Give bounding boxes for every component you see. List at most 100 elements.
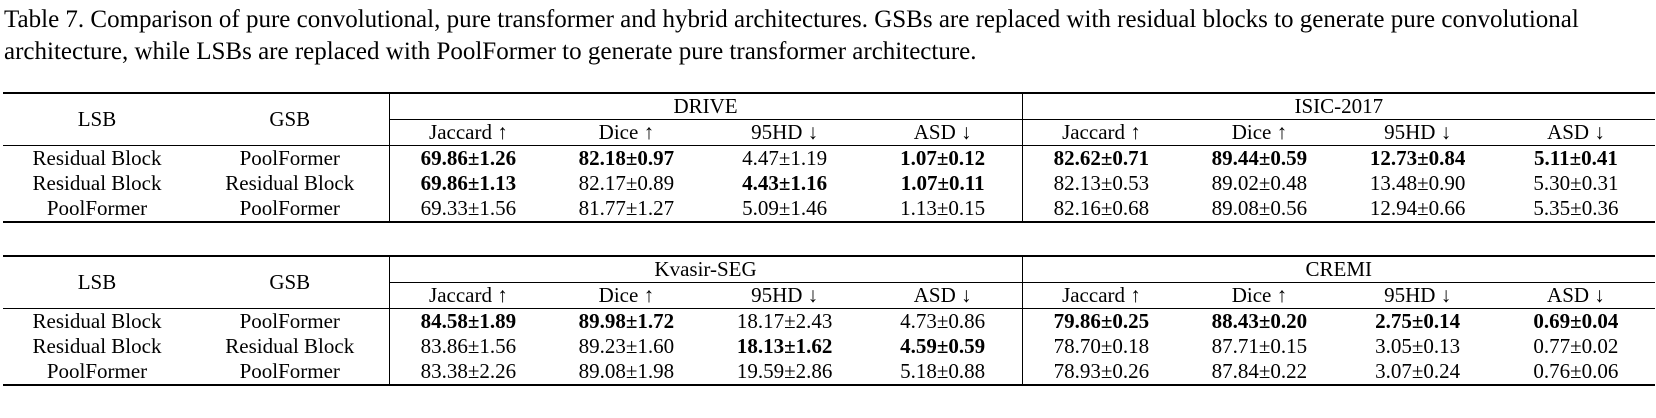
value-text: 19.59±2.86 <box>736 359 833 383</box>
value-text: 89.44±0.59 <box>1211 146 1308 170</box>
metric-header: 95HD ↓ <box>705 119 864 146</box>
data-row: Residual Block Residual Block 69.86±1.13 82… <box>3 171 1655 196</box>
page: Table 7. Comparison of pure convolutiona… <box>3 6 1656 386</box>
value-cell: 89.08±0.56 <box>1180 196 1339 223</box>
value-cell: 81.77±1.27 <box>547 196 706 223</box>
value-text: 18.17±2.43 <box>736 309 833 333</box>
value-cell: 87.71±0.15 <box>1180 334 1338 359</box>
value-text: 1.07±0.12 <box>900 146 986 170</box>
caption: Table 7. Comparison of pure convolutiona… <box>4 6 1579 65</box>
metric-header: Jaccard ↑ <box>388 119 548 146</box>
gsb-cell: PoolFormer <box>239 146 340 170</box>
value-text: 87.84±0.22 <box>1211 359 1308 383</box>
value-text: 4.73±0.86 <box>900 309 986 333</box>
value-text: 81.77±1.27 <box>578 196 675 220</box>
column-header: LSB <box>3 92 191 146</box>
value-text: 13.48±0.90 <box>1369 171 1466 195</box>
table-body: Residual Block PoolFormer 69.86±1.26 82.18±… <box>3 145 1656 223</box>
value-text: 89.23±1.60 <box>578 334 675 358</box>
metric-header: ASD ↓ <box>1496 119 1656 146</box>
group-header: Kvasir-SEG <box>388 255 1023 283</box>
value-cell: 88.43±0.20 <box>1180 309 1338 335</box>
value-cell: 5.18±0.88 <box>863 359 1023 386</box>
value-text: 89.08±0.56 <box>1211 196 1308 220</box>
value-cell: 69.86±1.13 <box>388 171 548 196</box>
value-cell: 1.07±0.11 <box>864 171 1022 196</box>
metric-header: Dice ↑ <box>1180 119 1339 146</box>
value-text: 1.07±0.11 <box>900 171 985 195</box>
value-cell: 79.86±0.25 <box>1021 308 1181 334</box>
lsb-cell: Residual Block <box>32 334 162 358</box>
group-row: LSB GSB Kvasir-SEG CREMI <box>3 255 1656 309</box>
value-text: 2.75±0.14 <box>1375 309 1461 333</box>
value-text: 5.30±0.31 <box>1533 171 1619 195</box>
value-cell: 5.11±0.41 <box>1497 146 1655 172</box>
value-text: 5.09±1.46 <box>742 196 828 220</box>
value-cell: 82.17±0.89 <box>547 171 705 196</box>
value-cell: 1.07±0.12 <box>864 146 1022 172</box>
value-cell: 18.17±2.43 <box>706 309 864 335</box>
metric-header: Jaccard ↑ <box>1021 282 1181 309</box>
value-cell: 89.23±1.60 <box>547 334 705 359</box>
value-text: 69.86±1.26 <box>420 146 517 170</box>
gsb-cell: Residual Block <box>225 334 355 358</box>
metric-row: Jaccard ↑ Dice ↑ 95HD ↓ ASD ↓ Jaccard ↑ Dice … <box>3 282 1656 309</box>
value-cell: 78.70±0.18 <box>1021 334 1181 359</box>
value-cell: 89.02±0.48 <box>1180 171 1338 196</box>
value-text: 5.11±0.41 <box>1534 146 1618 170</box>
value-cell: 2.75±0.14 <box>1339 309 1497 335</box>
group-row: LSB GSB DRIVE ISIC-2017 <box>3 92 1656 146</box>
value-text: 82.62±0.71 <box>1053 146 1150 170</box>
value-cell: 89.98±1.72 <box>547 309 705 335</box>
group-header: CREMI <box>1021 255 1656 283</box>
table-head: LSB GSB DRIVE ISIC-2017 Jaccard ↑ Dice ↑ 95HD … <box>3 92 1656 146</box>
results-table: LSB GSB Kvasir-SEG CREMI Jaccard ↑ Dice ↑ 95HD… <box>3 255 1656 386</box>
data-row: Residual Block Residual Block 83.86±1.56 89… <box>3 334 1655 359</box>
metric-header: 95HD ↓ <box>705 282 864 309</box>
value-text: 82.16±0.68 <box>1053 196 1150 220</box>
metric-header: ASD ↓ <box>1496 282 1656 309</box>
value-text: 0.77±0.02 <box>1533 334 1619 358</box>
value-cell: 12.94±0.66 <box>1338 196 1497 223</box>
value-text: 83.86±1.56 <box>420 334 517 358</box>
value-text: 12.73±0.84 <box>1369 146 1466 170</box>
value-cell: 3.07±0.24 <box>1338 359 1497 386</box>
value-cell: 4.59±0.59 <box>864 334 1022 359</box>
value-cell: 83.38±2.26 <box>388 359 548 386</box>
value-text: 89.02±0.48 <box>1211 171 1308 195</box>
value-cell: 82.18±0.97 <box>547 146 705 172</box>
value-text: 0.76±0.06 <box>1533 359 1619 383</box>
value-text: 4.43±1.16 <box>742 171 828 195</box>
value-text: 4.47±1.19 <box>742 146 828 170</box>
value-cell: 82.13±0.53 <box>1021 171 1181 196</box>
value-text: 89.08±1.98 <box>578 359 675 383</box>
metric-header: 95HD ↓ <box>1338 282 1497 309</box>
value-cell: 4.47±1.19 <box>706 146 864 172</box>
data-row: Residual Block PoolFormer 84.58±1.89 89.98±… <box>3 308 1655 335</box>
value-text: 78.93±0.26 <box>1053 359 1150 383</box>
metric-header: Dice ↑ <box>547 119 706 146</box>
value-cell: 3.05±0.13 <box>1339 334 1497 359</box>
value-cell: 1.13±0.15 <box>863 196 1023 223</box>
value-cell: 12.73±0.84 <box>1339 146 1497 172</box>
lsb-cell: PoolFormer <box>3 196 191 223</box>
value-text: 82.13±0.53 <box>1053 171 1150 195</box>
gsb-cell: PoolFormer <box>191 196 389 223</box>
value-text: 5.18±0.88 <box>900 359 986 383</box>
gsb-cell: PoolFormer <box>239 309 340 333</box>
lsb-cell: Residual Block <box>32 171 162 195</box>
metric-row: Jaccard ↑ Dice ↑ 95HD ↓ ASD ↓ Jaccard ↑ Dice … <box>3 119 1656 146</box>
value-text: 84.58±1.89 <box>420 309 517 333</box>
value-cell: 0.76±0.06 <box>1496 359 1656 386</box>
tables: LSB GSB DRIVE ISIC-2017 Jaccard ↑ Dice ↑ 95HD … <box>3 92 1656 418</box>
table-head: LSB GSB Kvasir-SEG CREMI Jaccard ↑ Dice ↑ 95HD… <box>3 255 1656 309</box>
column-header: GSB <box>191 255 389 309</box>
value-text: 89.98±1.72 <box>578 309 675 333</box>
value-cell: 69.86±1.26 <box>388 145 548 171</box>
metric-header: ASD ↓ <box>863 119 1023 146</box>
group-header: DRIVE <box>388 92 1023 120</box>
value-text: 1.13±0.15 <box>900 196 986 220</box>
metric-header: 95HD ↓ <box>1338 119 1497 146</box>
value-cell: 89.08±1.98 <box>547 359 706 386</box>
value-text: 83.38±2.26 <box>420 359 517 383</box>
